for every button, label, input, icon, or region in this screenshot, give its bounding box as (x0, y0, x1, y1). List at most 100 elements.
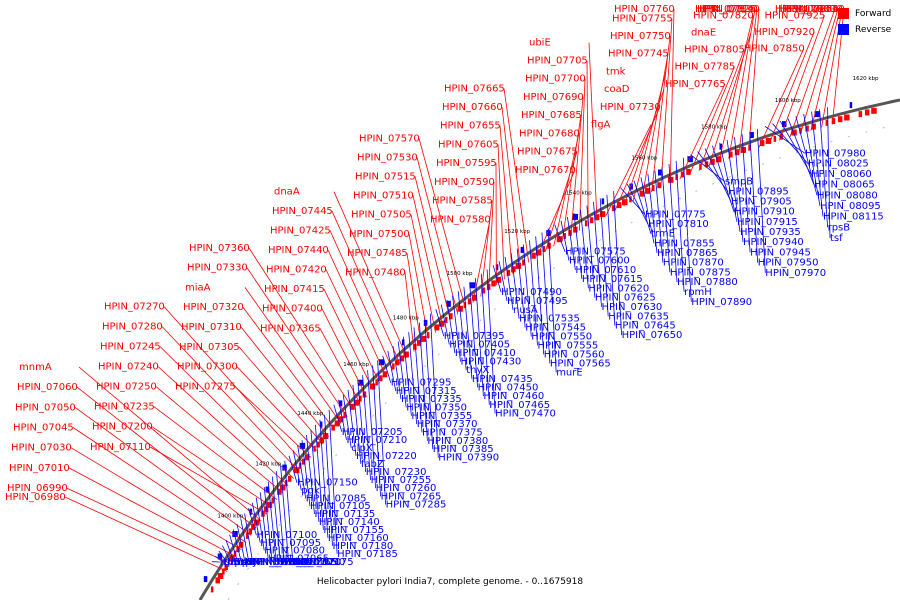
label-connector-line (70, 447, 242, 551)
gene-label: HPIN_07440 (268, 245, 329, 256)
label-connector-line (668, 164, 678, 283)
label-connector-line (331, 210, 401, 365)
gene-label: HPIN_07230 (366, 467, 427, 478)
gene-label: HPIN_07805 (684, 45, 745, 56)
gene-label: HPIN_07500 (349, 229, 410, 240)
forward-gene-feature (449, 313, 453, 320)
reverse-gene-feature (265, 486, 270, 493)
gene-label: HPIN_07235 (94, 402, 155, 413)
label-connector-line (586, 60, 589, 226)
gene-label: HPIN_07390 (438, 453, 499, 464)
label-connector-line (734, 137, 744, 243)
gene-label: HPIN_07355 (411, 411, 472, 422)
label-connector-line (446, 300, 456, 354)
label-connector-line (682, 157, 692, 302)
gene-label: HPIN_07240 (98, 362, 159, 373)
gene-label: HPIN_07360 (189, 243, 250, 254)
gene-label: HPIN_07300 (177, 362, 238, 373)
label-connector-line (640, 177, 655, 244)
gene-label: HPIN_07315 (396, 386, 457, 397)
label-connector-line (573, 213, 583, 280)
label-connector-line (155, 386, 283, 493)
gene-label: HPIN_07650 (622, 330, 683, 341)
gene-label: HPIN_07120 (280, 557, 341, 568)
label-connector-line (719, 142, 738, 222)
label-connector-line (499, 125, 513, 274)
label-connector-line (689, 66, 735, 175)
gene-label: HPIN_07480 (345, 267, 406, 278)
label-connector-line (328, 409, 338, 554)
label-connector-line (588, 42, 598, 221)
label-connector-line (726, 139, 741, 232)
gene-label: flgA (591, 120, 611, 131)
label-connector-line (504, 256, 514, 310)
gene-label: HPIN_07600 (569, 256, 630, 267)
gene-label: HPIN_07270 (104, 302, 165, 313)
label-connector-line (410, 214, 436, 333)
label-connector-line (605, 124, 652, 216)
forward-gene-feature (251, 523, 256, 530)
gene-label: pgk (301, 486, 320, 497)
label-connector-line (377, 360, 386, 505)
label-connector-line (404, 272, 415, 352)
map-caption: Helicobacter pylori India7, complete gen… (316, 577, 584, 587)
gene-label: HPIN_07335 (401, 394, 462, 405)
gene-label: ileS (780, 4, 798, 15)
reverse-gene-feature (572, 213, 578, 220)
label-connector-line (660, 18, 673, 188)
position-tick-label: 1400 kbp (217, 513, 243, 519)
label-connector-line (284, 460, 294, 563)
gene-label: HPIN_07970 (765, 268, 826, 279)
gene-label: thyX (466, 365, 489, 376)
label-connector-line (469, 282, 478, 388)
forward-gene-feature (864, 109, 870, 116)
forward-gene-feature (563, 233, 566, 239)
label-connector-line (501, 106, 521, 269)
gene-label: HPIN_07160 (328, 533, 389, 544)
gene-label: HPIN_08065 (814, 180, 875, 191)
label-connector-line (406, 253, 422, 346)
forward-gene-feature (734, 149, 740, 156)
gene-label: HPIN_07245 (100, 342, 161, 353)
gene-label: HPIN_07250 (96, 382, 157, 393)
forward-gene-feature (248, 528, 252, 535)
gene-label: HPIN_07385 (433, 444, 494, 455)
forward-gene-feature (831, 118, 836, 124)
gene-label: HPIN_07415 (264, 284, 325, 295)
label-connector-line (803, 113, 821, 206)
label-connector-line (329, 230, 394, 371)
forward-gene-feature (657, 182, 661, 189)
gene-label: HPIN_07530 (357, 152, 418, 163)
label-connector-line (414, 176, 451, 321)
label-connector-line (215, 555, 224, 563)
gene-label: rnhB (234, 557, 258, 568)
label-connector-line (480, 200, 493, 297)
gene-label: ubiE (529, 38, 551, 49)
gene-label: HPIN_06980 (5, 492, 66, 503)
gene-label: HPIN_07865 (657, 248, 718, 259)
gene-label: HPIN_07380 (427, 436, 488, 447)
label-connector-line (800, 8, 839, 134)
forward-gene-feature (573, 226, 578, 233)
gene-label: HPIN_07085 (306, 493, 367, 504)
forward-gene-feature (639, 190, 644, 197)
label-connector-line (654, 170, 664, 263)
gene-label: clpX (351, 443, 373, 454)
forward-gene-feature (417, 339, 422, 346)
forward-gene-feature (284, 480, 288, 487)
gene-label: HPIN_07915 (737, 217, 798, 228)
gene-label: murE (556, 368, 583, 379)
gene-label: HPIN_07110 (90, 442, 151, 453)
reverse-gene-feature (232, 531, 238, 537)
label-connector-line (159, 346, 294, 479)
label-connector-line (764, 125, 806, 154)
gene-label: HPIN_07645 (615, 321, 676, 332)
label-connector-line (641, 53, 669, 197)
forward-gene-feature (277, 488, 282, 495)
gene-label: nusA (513, 305, 538, 316)
reverse-gene-feature (469, 282, 476, 289)
label-connector-line (510, 252, 520, 319)
gene-label: HPIN_07400 (262, 304, 323, 315)
label-connector-line (382, 355, 392, 383)
gene-label: rpsS (230, 557, 252, 568)
